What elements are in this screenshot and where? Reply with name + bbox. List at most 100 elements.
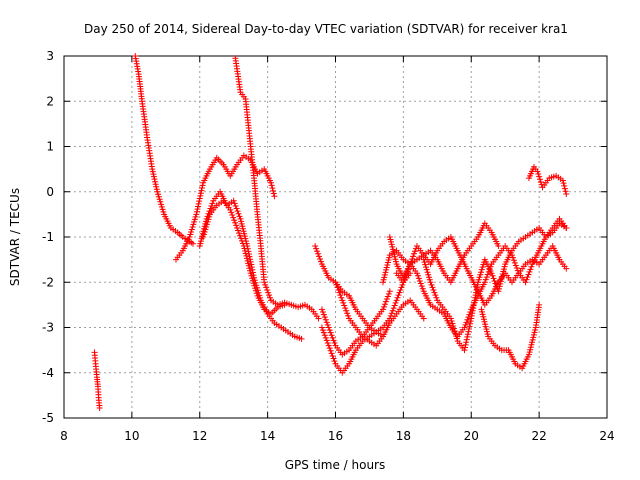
data-point [271,193,278,200]
data-point [316,253,323,260]
data-point [234,224,241,231]
data-point [449,320,456,327]
data-point [526,268,533,275]
series-arc-6 [200,197,288,317]
data-point [476,274,483,281]
series-arc-2 [132,53,196,247]
data-point [267,294,274,301]
data-point [329,352,336,359]
series-arc-7 [312,243,387,340]
data-point [415,275,422,282]
data-point [411,250,418,257]
data-point [320,329,327,336]
data-point [236,213,243,220]
data-point [227,206,234,213]
data-point [466,323,473,330]
data-point [327,347,334,354]
data-point [193,211,200,218]
data-point [188,228,195,235]
data-point [204,218,211,225]
y-tick-label: 1 [46,140,54,154]
series-arc-8 [318,288,393,358]
data-point [482,276,489,283]
data-point [313,245,320,252]
data-point [324,340,331,347]
data-point [478,266,485,273]
data-point [345,312,352,319]
data-point [249,275,256,282]
data-point [319,327,326,334]
data-point [380,303,387,310]
data-point [158,203,165,210]
data-point [488,270,495,277]
data-point [268,182,275,189]
data-point [323,319,330,326]
data-point [514,267,521,274]
x-tick-label: 16 [328,429,343,443]
data-point [535,171,542,178]
data-point [199,182,206,189]
data-point [251,282,258,289]
data-point [328,332,335,339]
data-point [190,221,197,228]
data-point [536,301,543,308]
data-point [262,281,269,288]
data-point [236,230,243,237]
data-point [268,179,275,186]
data-point [451,328,458,335]
data-point [419,285,426,292]
data-point [341,302,348,309]
x-tick-label: 18 [396,429,411,443]
data-point [203,223,210,230]
data-point [329,334,336,341]
data-point [464,333,471,340]
data-point [428,281,435,288]
data-point [402,274,409,281]
data-point [317,258,324,265]
data-point [433,294,440,301]
data-point [484,271,491,278]
data-point [203,221,210,228]
data-point [236,232,243,239]
data-point [391,302,398,309]
data-point [429,284,436,291]
data-point [149,168,156,175]
data-point [561,182,568,189]
data-point [330,337,337,344]
x-tick-label: 14 [260,429,275,443]
data-point [253,290,260,297]
data-point [426,274,433,281]
data-point [423,264,429,271]
series-arc-1 [91,349,103,412]
data-point [398,284,405,291]
data-point [512,262,519,269]
data-point [192,213,199,220]
data-point [266,292,273,299]
data-point [412,248,419,255]
data-point [408,258,415,265]
data-point [481,279,488,286]
data-point [467,320,474,327]
data-point [414,272,421,279]
y-tick-label: 0 [46,185,54,199]
data-point [191,216,198,223]
y-tick-label: -4 [42,366,54,380]
data-point [403,271,410,278]
data-point [193,208,200,215]
data-point [534,168,541,175]
data-point [389,307,396,314]
data-point [426,276,433,283]
data-point [344,310,351,317]
data-point [233,205,240,212]
data-point [475,279,482,286]
y-tick-label: -5 [42,411,54,425]
data-point [206,213,213,220]
data-point [475,276,482,283]
data-point [467,318,474,325]
data-point [417,280,424,287]
data-point [188,226,195,233]
data-point [231,200,238,207]
data-point [563,265,570,272]
data-point [265,289,272,296]
data-point [235,227,242,234]
